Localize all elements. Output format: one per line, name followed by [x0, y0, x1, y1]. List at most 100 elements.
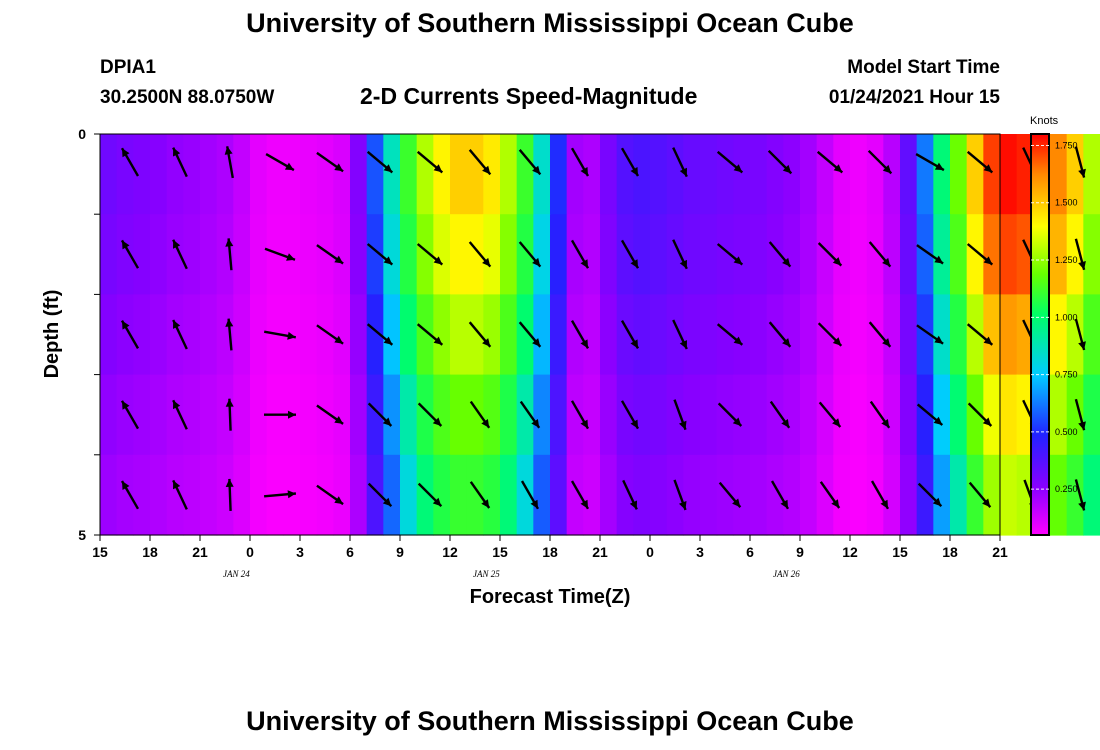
heatmap-cell: [516, 374, 534, 456]
heatmap-cell: [450, 134, 468, 215]
heatmap-cell: [766, 454, 784, 536]
heatmap-cell: [583, 214, 601, 295]
heatmap-cell: [233, 294, 251, 376]
heatmap-cell: [116, 454, 134, 536]
x-tick-label: 21: [592, 544, 608, 560]
heatmap-cell: [566, 214, 584, 295]
heatmap-cell: [566, 454, 584, 536]
current-arrow: [620, 147, 640, 177]
current-arrow: [316, 244, 344, 265]
colorbar-tick-label: 1.750: [1055, 140, 1078, 150]
heatmap-cell: [1083, 294, 1100, 376]
arrow-head: [982, 417, 992, 426]
heatmap-cell: [600, 294, 618, 376]
heatmap-cell: [250, 294, 268, 376]
heatmap-cell: [466, 374, 484, 456]
heatmap-cell: [633, 134, 651, 215]
arrow-head: [733, 256, 743, 265]
current-arrow: [915, 153, 945, 172]
heatmap-cell: [600, 134, 618, 215]
heatmap-cell: [500, 134, 518, 215]
heatmap-cell: [416, 294, 434, 376]
heatmap-cells: [100, 134, 1100, 536]
heatmap-cell: [150, 134, 168, 215]
arrow-head: [1078, 261, 1086, 270]
heatmap-cell: [1000, 294, 1018, 376]
current-arrow: [225, 238, 234, 271]
heatmap-cell: [916, 454, 934, 536]
current-arrow: [172, 147, 188, 178]
heatmap-cell: [133, 374, 151, 456]
heatmap-cell: [750, 374, 768, 456]
heatmap-cell: [1016, 134, 1034, 215]
current-arrow: [869, 400, 891, 429]
heatmap-cell: [666, 454, 684, 536]
heatmap-cell: [833, 294, 851, 376]
arrow-head: [679, 259, 687, 269]
heatmap-cell: [916, 374, 934, 456]
heatmap-cell: [966, 134, 984, 215]
current-arrow: [672, 147, 688, 178]
current-arrow: [716, 323, 744, 346]
arrow-head: [732, 498, 741, 508]
heatmap-cell: [783, 134, 801, 215]
heatmap-cell: [616, 134, 634, 215]
heatmap-cell: [233, 374, 251, 456]
current-arrow: [1074, 146, 1086, 178]
x-tick-label: 21: [992, 544, 1008, 560]
arrow-head: [932, 497, 942, 507]
current-arrow: [673, 479, 687, 511]
heatmap-cell: [350, 374, 368, 456]
heatmap-cell: [566, 294, 584, 376]
heatmap-cell: [166, 454, 184, 536]
heatmap-cell: [850, 294, 868, 376]
current-arrow: [225, 478, 234, 511]
heatmap-cell: [400, 374, 418, 456]
arrow-head: [781, 419, 790, 428]
current-arrow: [570, 320, 590, 349]
colorbar-tick-label: 1.000: [1055, 312, 1078, 322]
heatmap-cell: [583, 454, 601, 536]
heatmap-cell: [933, 374, 951, 456]
heatmap-cell: [850, 214, 868, 295]
arrow-head: [679, 340, 687, 349]
heatmap-cell: [100, 454, 118, 536]
arrow-head: [334, 335, 344, 344]
arrow-head: [630, 259, 638, 269]
heatmap-cell: [783, 454, 801, 536]
heatmap-cell: [316, 214, 334, 295]
heatmap-cell: [833, 374, 851, 456]
heatmap-cell: [533, 134, 551, 215]
heatmap-cell: [350, 454, 368, 536]
heatmap-cell: [450, 454, 468, 536]
y-tick-label: 5: [78, 527, 86, 543]
x-tick-label: 3: [296, 544, 304, 560]
heatmap-cell: [400, 294, 418, 376]
arrow-head: [832, 337, 842, 346]
heatmap-cell: [466, 134, 484, 215]
heatmap-cell: [200, 214, 218, 295]
x-tick-label: 9: [396, 544, 404, 560]
current-arrow: [817, 242, 843, 267]
arrow-head: [382, 497, 392, 507]
current-arrow: [622, 479, 638, 510]
arrow-head: [287, 331, 296, 340]
arrow-head: [173, 400, 181, 410]
colorbar: Knots 0.250 0.500 0.750 1.000 1.250 1.500 1.75…: [1030, 115, 1078, 536]
heatmap-cell: [900, 134, 918, 215]
x-tick-label: 6: [746, 544, 754, 560]
heatmap-cell: [950, 294, 968, 376]
arrow-head: [225, 478, 234, 487]
heatmap-cell: [200, 134, 218, 215]
heatmap-cell: [733, 374, 751, 456]
heatmap-cell: [1016, 214, 1034, 295]
heatmap-cell: [783, 294, 801, 376]
heatmap-cell: [1050, 134, 1068, 215]
colorbar-tick-label: 1.250: [1055, 255, 1078, 265]
current-arrow: [265, 153, 295, 172]
heatmap-cell: [633, 294, 651, 376]
current-arrow: [172, 319, 188, 350]
current-arrow: [768, 241, 792, 268]
heatmap-cell: [933, 134, 951, 215]
x-tick-label: 6: [346, 544, 354, 560]
